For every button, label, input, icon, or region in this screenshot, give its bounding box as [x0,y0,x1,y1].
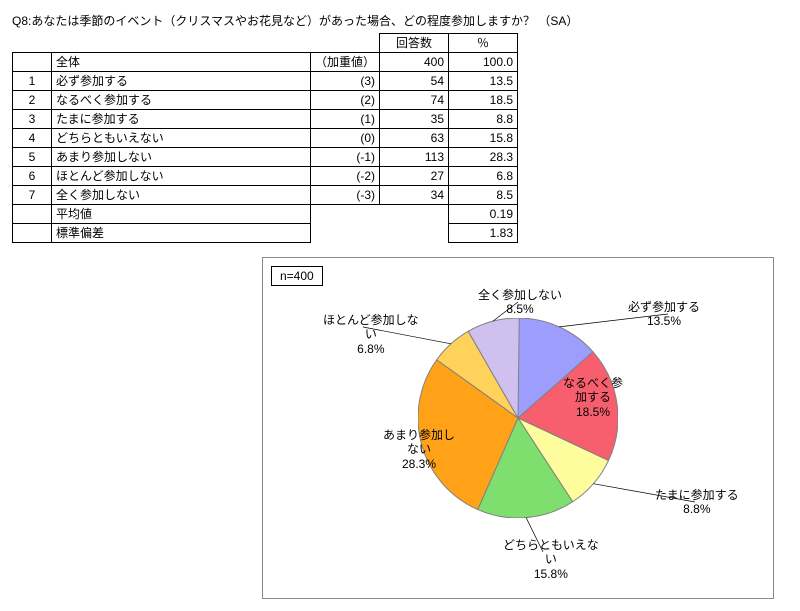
slice-label: たまに参加する 8.8% [655,488,739,517]
row-label: あまり参加しない [52,148,311,167]
footer-row: 平均値 0.19 [13,205,518,224]
table-row: 2なるべく参加する(2)7418.5 [13,91,518,110]
total-row: 全体 （加重値） 400 100.0 [13,53,518,72]
footer-row: 標準偏差 1.83 [13,224,518,243]
row-weight: (-3) [311,186,380,205]
slice-label: ほとんど参加しな い 6.8% [323,313,419,356]
footer-value: 1.83 [449,224,518,243]
row-weight: (1) [311,110,380,129]
row-idx: 2 [13,91,52,110]
row-count: 54 [380,72,449,91]
slice-label: 必ず参加する 13.5% [628,300,700,329]
row-pct: 28.3 [449,148,518,167]
row-idx: 4 [13,129,52,148]
row-label: たまに参加する [52,110,311,129]
row-count: 27 [380,167,449,186]
row-idx: 7 [13,186,52,205]
row-idx: 3 [13,110,52,129]
row-weight: (-1) [311,148,380,167]
total-pct: 100.0 [449,53,518,72]
col-header-count: 回答数 [380,34,449,53]
question-title: Q8:あなたは季節のイベント（クリスマスやお花見など）があった場合、どの程度参加… [12,12,788,29]
row-label: なるべく参加する [52,91,311,110]
col-header-pct: ％ [449,34,518,53]
table-row: 7全く参加しない(-3)348.5 [13,186,518,205]
row-label: ほとんど参加しない [52,167,311,186]
slice-label: 全く参加しない 8.5% [478,288,562,317]
total-label: 全体 [52,53,311,72]
row-idx: 6 [13,167,52,186]
table-row: 3たまに参加する(1)358.8 [13,110,518,129]
row-count: 34 [380,186,449,205]
table-row: 6ほとんど参加しない(-2)276.8 [13,167,518,186]
table-row: 5あまり参加しない(-1)11328.3 [13,148,518,167]
row-pct: 15.8 [449,129,518,148]
row-pct: 8.5 [449,186,518,205]
row-count: 63 [380,129,449,148]
footer-label: 標準偏差 [52,224,311,243]
row-label: どちらともいえない [52,129,311,148]
row-weight: (3) [311,72,380,91]
row-pct: 8.8 [449,110,518,129]
total-count: 400 [380,53,449,72]
row-pct: 18.5 [449,91,518,110]
row-count: 35 [380,110,449,129]
table-row: 4どちらともいえない(0)6315.8 [13,129,518,148]
row-pct: 13.5 [449,72,518,91]
row-weight: (2) [311,91,380,110]
footer-value: 0.19 [449,205,518,224]
slice-label: あまり参加し ない 28.3% [383,428,455,471]
row-weight: (-2) [311,167,380,186]
row-idx: 1 [13,72,52,91]
footer-label: 平均値 [52,205,311,224]
row-pct: 6.8 [449,167,518,186]
row-weight: (0) [311,129,380,148]
row-count: 74 [380,91,449,110]
slice-label: どちらともいえな い 15.8% [503,538,599,581]
slice-label: なるべく参 加する 18.5% [563,376,623,419]
weight-header: （加重値） [311,53,380,72]
table-row: 1必ず参加する(3)5413.5 [13,72,518,91]
row-idx: 5 [13,148,52,167]
row-count: 113 [380,148,449,167]
survey-table: 回答数 ％ 全体 （加重値） 400 100.0 1必ず参加する(3)5413.… [12,33,518,243]
sample-size-label: n=400 [271,266,323,286]
pie-chart-container: n=400 必ず参加する 13.5% なるべく参 加する 18.5% たまに参加する… [262,257,774,599]
row-label: 必ず参加する [52,72,311,91]
row-label: 全く参加しない [52,186,311,205]
